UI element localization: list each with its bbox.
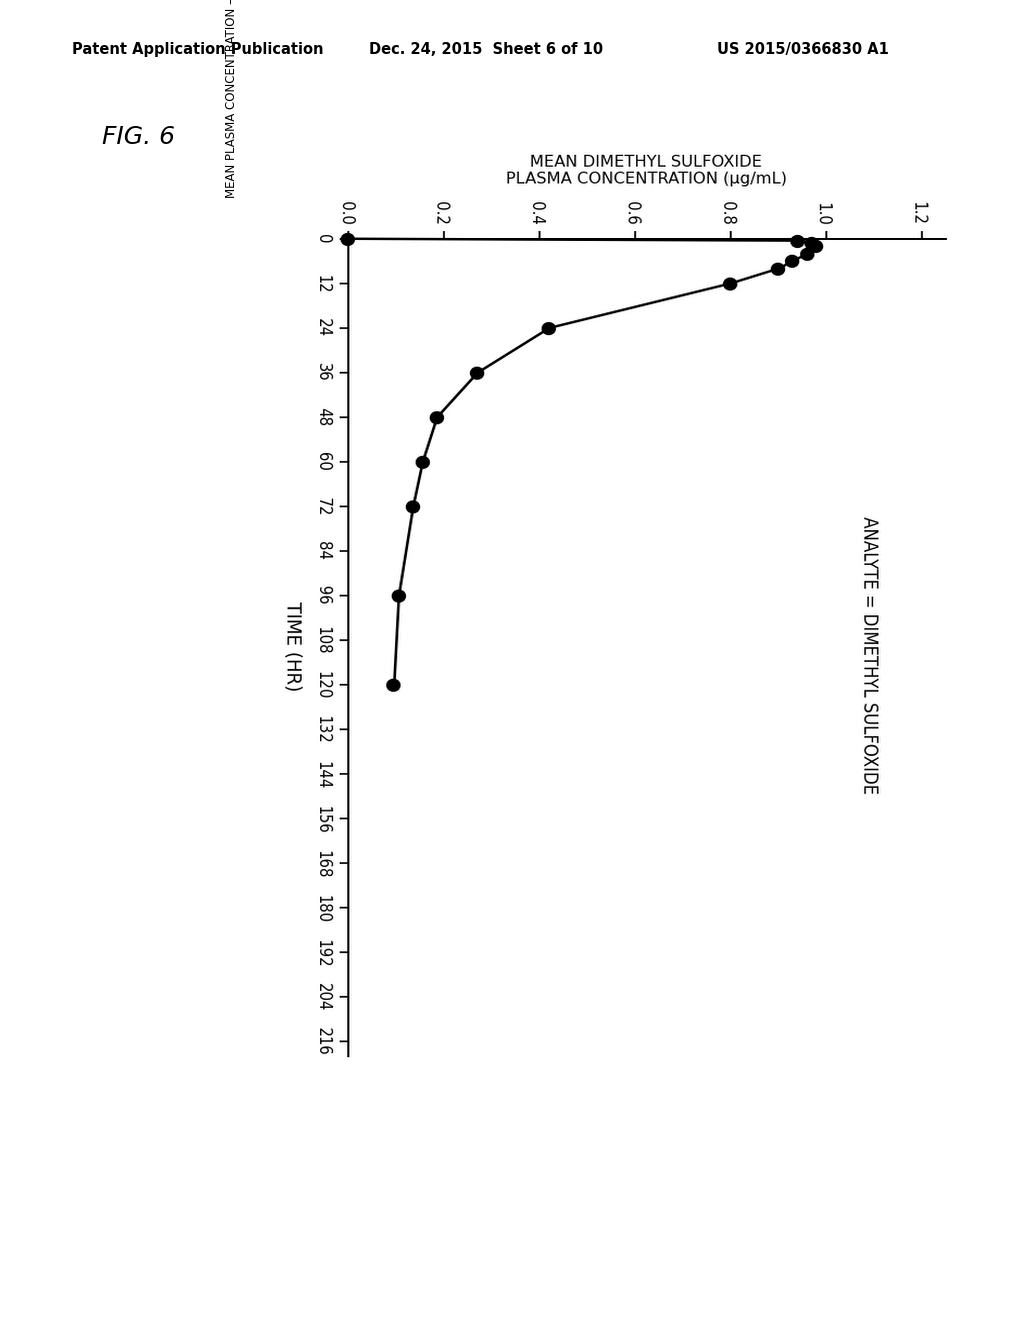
Text: FIG. 6: FIG. 6 bbox=[102, 125, 175, 149]
Text: Dec. 24, 2015  Sheet 6 of 10: Dec. 24, 2015 Sheet 6 of 10 bbox=[369, 42, 603, 57]
Text: Patent Application Publication: Patent Application Publication bbox=[72, 42, 324, 57]
Text: US 2015/0366830 A1: US 2015/0366830 A1 bbox=[717, 42, 889, 57]
Text: MEAN PLASMA CONCENTRATION – TIME PROFILE FOR DIMETHYL SULFOXIDE (ng/mL): MEAN PLASMA CONCENTRATION – TIME PROFILE… bbox=[225, 0, 239, 198]
